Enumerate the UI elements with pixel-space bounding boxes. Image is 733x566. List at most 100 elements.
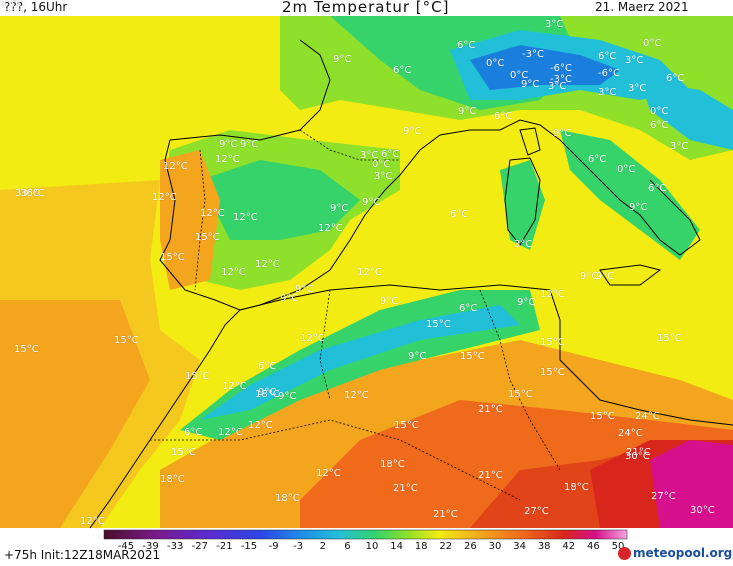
legend-tick-label: 50 (611, 541, 625, 552)
temperature-label: 9°C (380, 296, 399, 307)
temperature-label: 6°C (393, 65, 412, 76)
temperature-label: 15°C (590, 411, 615, 422)
temperature-label: 15°C (195, 232, 220, 243)
temperature-label: 9°C (278, 391, 297, 402)
legend-tick-label: -33 (167, 541, 184, 552)
header-left: ???, 16Uhr (4, 0, 68, 14)
legend-tick-label: 42 (562, 541, 576, 552)
temperature-label: 15°C (114, 335, 139, 346)
temperature-label: 0°C (510, 70, 529, 81)
temperature-label: 9°C (596, 271, 615, 282)
temperature-label: 15°C (657, 333, 682, 344)
legend-tick-label: 6 (344, 541, 351, 552)
legend-tick-label: -45 (117, 541, 135, 552)
temperature-label: 9°C (295, 284, 314, 295)
temperature-label: 0°C (650, 106, 669, 117)
temperature-label: -6°C (550, 63, 572, 74)
temperature-label: 15°C (14, 344, 39, 355)
temperature-label: 15°C (394, 420, 419, 431)
temperature-label: 12°C (215, 154, 240, 165)
region-sardinia-cool (500, 160, 545, 250)
temperature-label: 9°C (521, 79, 540, 90)
temperature-label: -3°C (522, 49, 544, 60)
temperature-label: 15°C (540, 337, 565, 348)
temperature-label: 18°C (255, 389, 280, 400)
country-borders (150, 129, 561, 501)
temperature-label: 9°C (330, 203, 349, 214)
temperature-label: 9°C (629, 202, 648, 213)
temperature-label: 6°C (648, 183, 667, 194)
temperature-label: 12°C (344, 390, 369, 401)
temperature-label: 0°C (617, 164, 636, 175)
header-date: 21. Maerz 2021 (595, 0, 689, 14)
temperature-label: 6°C (381, 149, 400, 160)
temperature-label: 12°C (163, 161, 188, 172)
temperature-label: 9°C (0, 0, 19, 10)
temperature-label: 30°C (625, 451, 650, 462)
region-extreme (650, 440, 733, 528)
legend-tick-label: -9 (268, 541, 279, 552)
temperature-label: 36°C (20, 188, 45, 199)
temperature-label: 15°C (426, 319, 451, 330)
temperature-label: 6°C (598, 51, 617, 62)
temperature-label: 12°C (255, 259, 280, 270)
temperature-label: 21°C (478, 404, 503, 415)
temperature-label: 9°C (258, 387, 277, 398)
temperature-label: 15°C (160, 252, 185, 263)
temperature-label: 27°C (651, 491, 676, 502)
temperature-label: 6°C (184, 427, 203, 438)
temperature-label: 9°C (553, 128, 572, 139)
temperature-label: 15°C (460, 351, 485, 362)
temperature-label: 12°C (540, 289, 565, 300)
temperature-label: 12°C (152, 192, 177, 203)
legend-tick-label: 34 (513, 541, 526, 552)
region-atlantic-warmer (0, 300, 150, 528)
temperature-label: 3°C (374, 171, 393, 182)
map-title: 2m Temperatur [°C] (282, 0, 450, 16)
temperature-label: 3°C (548, 81, 567, 92)
legend-tick-label: -21 (216, 541, 233, 552)
temperature-label: 9°C (240, 139, 259, 150)
temperature-label: 9°C (219, 139, 238, 150)
temperature-label: 12°C (318, 223, 343, 234)
temperature-label: 9°C (408, 351, 427, 362)
temperature-label: 18°C (160, 474, 185, 485)
legend-tick-label: -39 (142, 541, 159, 552)
temperature-label: 15°C (171, 447, 196, 458)
temperature-label: 3°C (360, 150, 379, 161)
legend-tick-label: 14 (390, 541, 403, 552)
temperature-label: 6°C (588, 154, 607, 165)
temperature-label: 27°C (524, 506, 549, 517)
temperature-label: 24°C (635, 411, 660, 422)
temperature-label: -3°C (550, 74, 572, 85)
temperature-label: 0°C (486, 58, 505, 69)
temperature-label: 12°C (80, 516, 105, 527)
temperature-label: 3°C (625, 55, 644, 66)
coastlines (89, 39, 733, 529)
legend-tick-label: 46 (587, 541, 600, 552)
legend-tick-label: -27 (191, 541, 208, 552)
temperature-label: 12°C (221, 267, 246, 278)
temperature-label: 12°C (222, 381, 247, 392)
legend-tick-label: -3 (293, 541, 304, 552)
temperature-label: 18°C (380, 459, 405, 470)
temperature-label: 6°C (450, 209, 469, 220)
temperature-label: 3°C (545, 19, 564, 30)
temperature-label: 6°C (494, 111, 513, 122)
temperature-label: 9°C (280, 293, 299, 304)
temperature-label: 12°C (248, 420, 273, 431)
temperature-label: 15°C (185, 371, 210, 382)
legend-tick-label: 30 (488, 541, 502, 552)
temperature-label: 6°C (666, 73, 685, 84)
temperature-label: 21°C (478, 470, 503, 481)
region-dinaric-cool (640, 80, 733, 150)
temperature-label: 6°C (650, 120, 669, 131)
meteopool-logo-icon (618, 547, 631, 560)
temperature-label: 6°C (457, 40, 476, 51)
temperature-label: 21°C (433, 509, 458, 520)
region-italy-cool (560, 130, 700, 260)
brand-link[interactable]: meteopool.org (633, 546, 733, 560)
temperature-label: 12°C (316, 468, 341, 479)
init-time: +75h Init:12Z18MAR2021 (4, 548, 161, 562)
